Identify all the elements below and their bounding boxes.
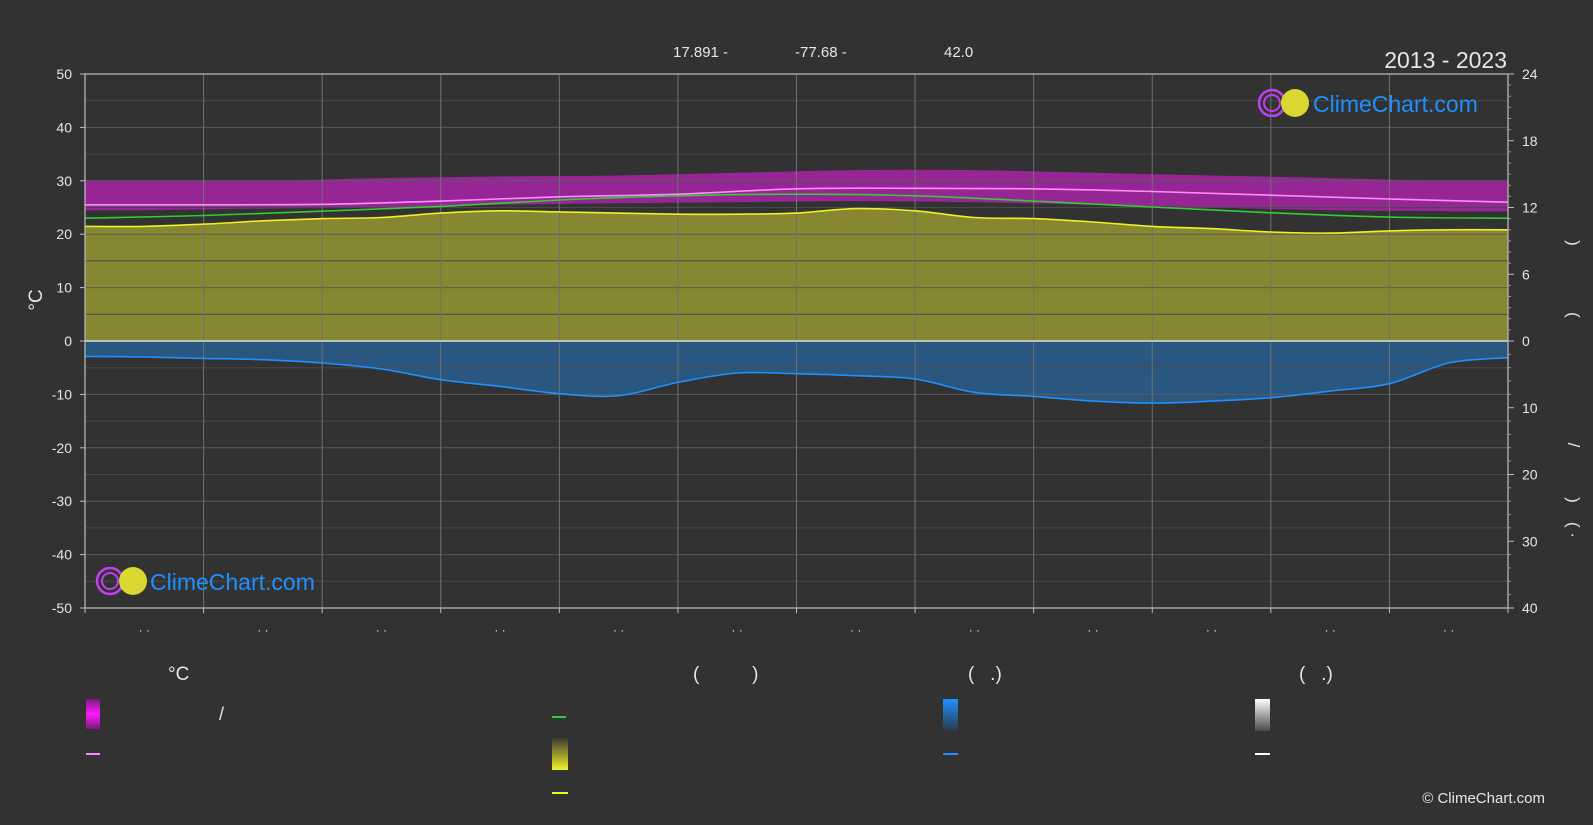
x-tick-label: · · bbox=[376, 623, 387, 637]
legend-temp-range-slash: / bbox=[219, 704, 225, 724]
legend-temp-range-swatch bbox=[86, 699, 100, 729]
header-lat: 17.891 - bbox=[673, 44, 728, 61]
legend-col3-title: ( .) bbox=[968, 664, 1002, 685]
x-tick-label: · · bbox=[1443, 623, 1454, 637]
y-tick-label: -20 bbox=[52, 440, 72, 456]
y2-axis-label: / bbox=[1564, 443, 1583, 448]
x-tick-label: · · bbox=[1206, 623, 1217, 637]
legend-precip-swatch bbox=[943, 699, 958, 731]
legend-snow-line-swatch bbox=[1255, 753, 1270, 755]
x-tick-label: · · bbox=[850, 623, 861, 637]
x-tick-label: · · bbox=[494, 623, 505, 637]
y2-upper-tick-label: 0 bbox=[1522, 333, 1530, 349]
y2-upper-tick-label: 18 bbox=[1522, 133, 1538, 149]
x-tick-label: · · bbox=[732, 623, 743, 637]
y-tick-label: 50 bbox=[56, 66, 72, 82]
logo-sun-icon bbox=[1281, 89, 1309, 117]
watermark-top: ClimeChart.com bbox=[1257, 88, 1478, 118]
y2-upper-tick-label: 6 bbox=[1522, 266, 1530, 282]
y-tick-label: 10 bbox=[56, 280, 72, 296]
y-tick-label: 40 bbox=[56, 119, 72, 135]
legend-sunshine-line-swatch bbox=[552, 792, 568, 794]
y2-lower-tick-label: 40 bbox=[1522, 600, 1538, 616]
copyright: © ClimeChart.com bbox=[1422, 790, 1545, 807]
x-tick-label: · · bbox=[257, 623, 268, 637]
x-tick-label: · · bbox=[1087, 623, 1098, 637]
y2-axis-label: ( · bbox=[1564, 522, 1583, 538]
y-tick-label: -30 bbox=[52, 493, 72, 509]
max-temp-line bbox=[84, 187, 1509, 206]
logo-ring-inner-icon bbox=[1263, 94, 1281, 112]
mean-temp-line bbox=[84, 193, 1509, 219]
watermark-top-text: ClimeChart.com bbox=[1313, 91, 1478, 117]
legend-col2-title: ( ) bbox=[693, 664, 759, 685]
y2-lower-tick-label: 30 bbox=[1522, 533, 1538, 549]
x-tick-label: · · bbox=[1324, 623, 1335, 637]
y2-axis-label: ) bbox=[1564, 497, 1583, 503]
header-lon: -77.68 - bbox=[795, 44, 847, 61]
y-tick-label: -50 bbox=[52, 600, 72, 616]
legend-max-line-swatch bbox=[86, 753, 100, 755]
y2-upper-tick-label: 12 bbox=[1522, 200, 1538, 216]
lines-layer bbox=[84, 187, 1509, 404]
legend-mean-line-swatch bbox=[552, 716, 566, 718]
logo-sun-icon bbox=[119, 567, 147, 595]
sunshine-line bbox=[84, 207, 1509, 234]
legend-precip-line-swatch bbox=[943, 753, 958, 755]
x-tick-label: · · bbox=[139, 623, 150, 637]
watermark-bottom-text: ClimeChart.com bbox=[150, 569, 315, 595]
y-tick-label: 20 bbox=[56, 226, 72, 242]
y2-upper-tick-label: 24 bbox=[1522, 66, 1538, 82]
legend-sunshine-swatch bbox=[552, 738, 568, 770]
y2-axis-label: ( bbox=[1564, 312, 1583, 318]
y-tick-label: 30 bbox=[56, 173, 72, 189]
axes-layer: 50 40 30 20 10 0 -10 -20 -30 -40 -50 24 18 12 6 0 10 20 30… bbox=[52, 66, 1583, 637]
y2-axis-label: ) bbox=[1564, 240, 1583, 246]
logo-ring-inner-icon bbox=[101, 572, 119, 590]
legend-col4-title: ( .) bbox=[1299, 664, 1333, 685]
watermark-bottom: ClimeChart.com bbox=[95, 566, 315, 596]
y2-lower-tick-label: 10 bbox=[1522, 400, 1538, 416]
y-tick-label: -10 bbox=[52, 386, 72, 402]
y-tick-label: 0 bbox=[64, 333, 72, 349]
x-tick-label: · · bbox=[969, 623, 980, 637]
precip-line bbox=[84, 355, 1509, 404]
y-axis-label: °C bbox=[26, 289, 47, 310]
y2-lower-tick-label: 20 bbox=[1522, 467, 1538, 483]
y-tick-label: -40 bbox=[52, 547, 72, 563]
grid-layer bbox=[85, 73, 1508, 609]
header-period: 2013 - 2023 bbox=[1384, 47, 1507, 73]
legend-snow-swatch bbox=[1255, 699, 1270, 731]
header-elevation: 42.0 bbox=[944, 44, 973, 61]
x-tick-label: · · bbox=[613, 623, 624, 637]
legend-temp-title: °C bbox=[168, 664, 190, 685]
